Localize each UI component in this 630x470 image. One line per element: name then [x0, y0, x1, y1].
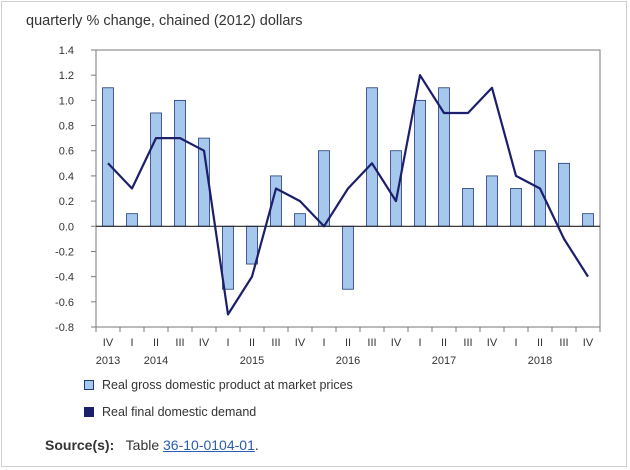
source-table-link[interactable]: 36-10-0104-01 [163, 437, 255, 453]
source-prefix: Table [125, 437, 160, 453]
year-label: 2013 [96, 355, 120, 367]
x-tick-label: II [153, 337, 159, 349]
bar [222, 225, 234, 290]
chart-title: quarterly % change, chained (2012) dolla… [26, 13, 303, 29]
y-tick-label: 1.2 [59, 70, 74, 82]
year-label: 2015 [240, 355, 264, 367]
x-tick-label: I [322, 337, 325, 349]
x-tick-label: III [367, 337, 376, 349]
bar [174, 99, 186, 227]
line-demand [107, 74, 589, 316]
x-tick-label: II [441, 337, 447, 349]
y-tick-label: 1.0 [59, 95, 74, 107]
year-label: 2018 [528, 355, 552, 367]
bar [150, 112, 162, 227]
x-tick-label: II [345, 337, 351, 349]
bar [510, 188, 522, 227]
x-tick-label: III [175, 337, 184, 349]
y-tick-label: 0.0 [59, 221, 74, 233]
legend-label-demand: Real final domestic demand [102, 405, 257, 419]
x-tick-label: IV [199, 337, 210, 349]
bar [582, 213, 594, 227]
bar [294, 213, 306, 227]
x-tick-label: I [418, 337, 421, 349]
bar [486, 175, 498, 227]
y-tick-label: 0.2 [59, 196, 74, 208]
x-tick-label: IV [295, 337, 306, 349]
year-label: 2014 [144, 355, 168, 367]
source-note: Source(s): Table 36-10-0104-01. [45, 437, 259, 453]
bar [126, 213, 138, 227]
x-tick-label: III [463, 337, 472, 349]
x-tick-label: IV [583, 337, 594, 349]
y-tick-label: -0.6 [55, 297, 74, 309]
bar [462, 188, 474, 227]
x-tick-label: I [130, 337, 133, 349]
y-tick-label: -0.2 [55, 246, 74, 258]
x-tick-label: I [514, 337, 517, 349]
x-tick-label: III [271, 337, 280, 349]
x-tick-label: II [537, 337, 543, 349]
legend-item-demand: Real final domestic demand [84, 405, 256, 419]
bar [390, 150, 402, 227]
source-label: Source(s): [45, 437, 115, 453]
year-label: 2017 [432, 355, 456, 367]
y-tick-label: 0.6 [59, 146, 74, 158]
x-tick-label: IV [391, 337, 402, 349]
bar [318, 150, 330, 227]
legend-label-gdp: Real gross domestic product at market pr… [102, 378, 353, 392]
source-suffix: . [254, 437, 259, 453]
y-tick-label: 0.8 [59, 121, 74, 133]
legend-item-gdp: Real gross domestic product at market pr… [84, 378, 353, 392]
bar [366, 87, 378, 227]
x-tick-label: IV [103, 337, 114, 349]
x-tick-label: I [226, 337, 229, 349]
x-tick-label: III [559, 337, 568, 349]
legend-swatch-bar [84, 380, 94, 390]
y-tick-label: 1.4 [59, 45, 74, 57]
y-tick-label: -0.8 [55, 322, 74, 334]
bar [342, 225, 354, 290]
x-tick-label: II [249, 337, 255, 349]
bar [102, 87, 114, 227]
year-label: 2016 [336, 355, 360, 367]
y-tick-label: 0.4 [59, 171, 74, 183]
bar [414, 99, 426, 227]
bar [558, 162, 570, 227]
x-tick-label: IV [487, 337, 498, 349]
legend-swatch-line [84, 407, 94, 417]
y-tick-label: -0.4 [55, 272, 74, 284]
